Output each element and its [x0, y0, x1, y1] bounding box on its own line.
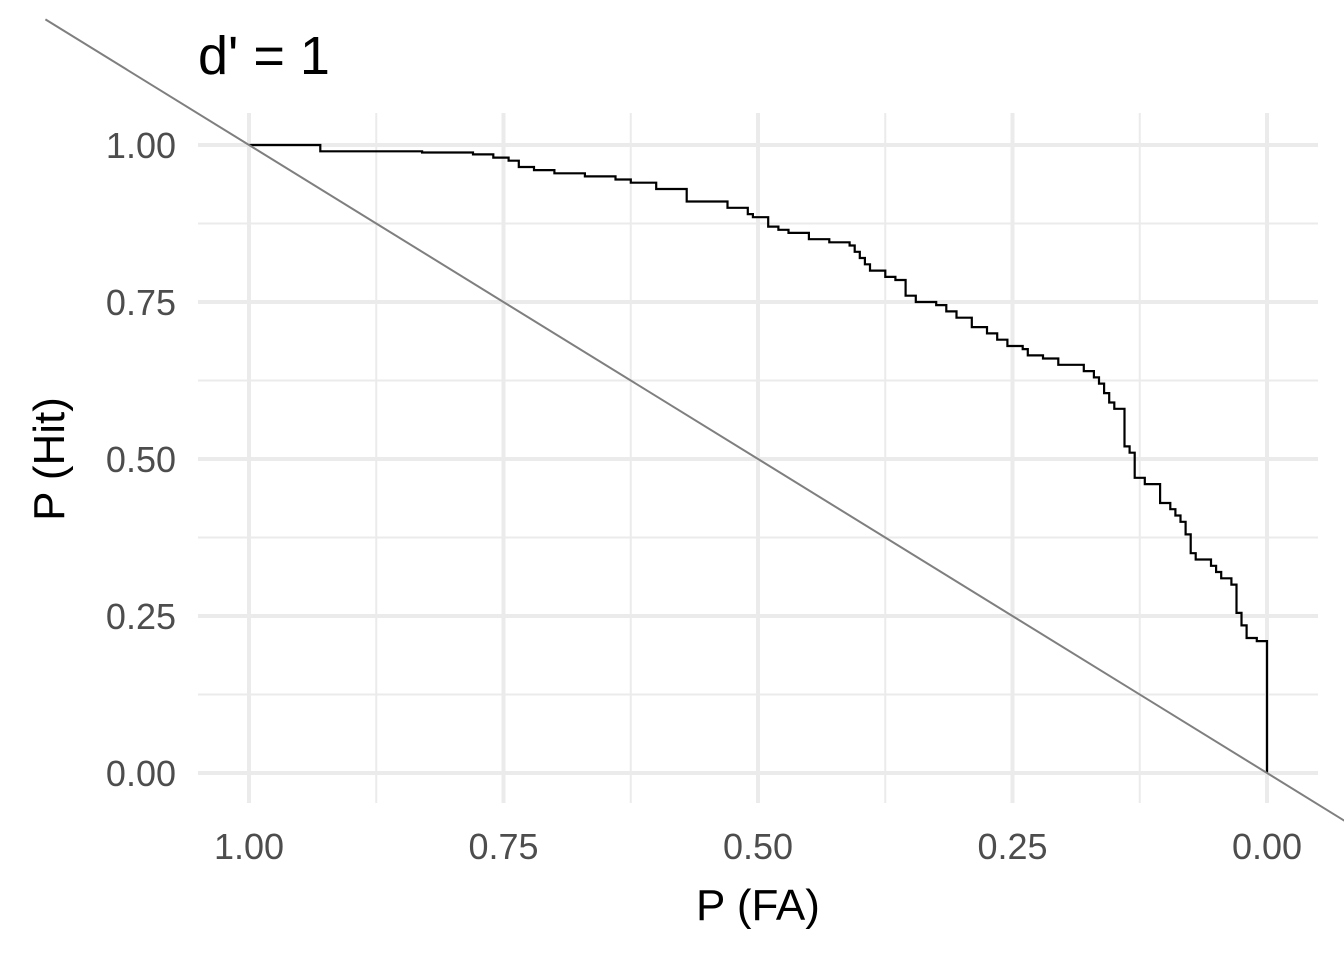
y-tick-label: 1.00 [106, 125, 176, 166]
x-tick-label: 0.00 [1232, 826, 1302, 867]
chart-title: d' = 1 [198, 26, 330, 86]
x-tick-label: 0.25 [977, 826, 1047, 867]
y-axis-title: P (Hit) [25, 397, 74, 521]
y-tick-label: 0.50 [106, 439, 176, 480]
chance-diagonal-line [44, 18, 1344, 822]
x-tick-label: 0.50 [723, 826, 793, 867]
y-tick-label: 0.25 [106, 596, 176, 637]
x-tick-label: 0.75 [468, 826, 538, 867]
x-axis-title: P (FA) [696, 881, 820, 930]
roc-curve [249, 143, 1269, 773]
y-tick-labels: 0.00 0.25 0.50 0.75 1.00 [106, 125, 176, 794]
x-tick-labels: 1.00 0.75 0.50 0.25 0.00 [214, 826, 1302, 867]
plot-area [44, 18, 1344, 822]
y-tick-label: 0.75 [106, 282, 176, 323]
x-tick-label: 1.00 [214, 826, 284, 867]
y-tick-label: 0.00 [106, 753, 176, 794]
